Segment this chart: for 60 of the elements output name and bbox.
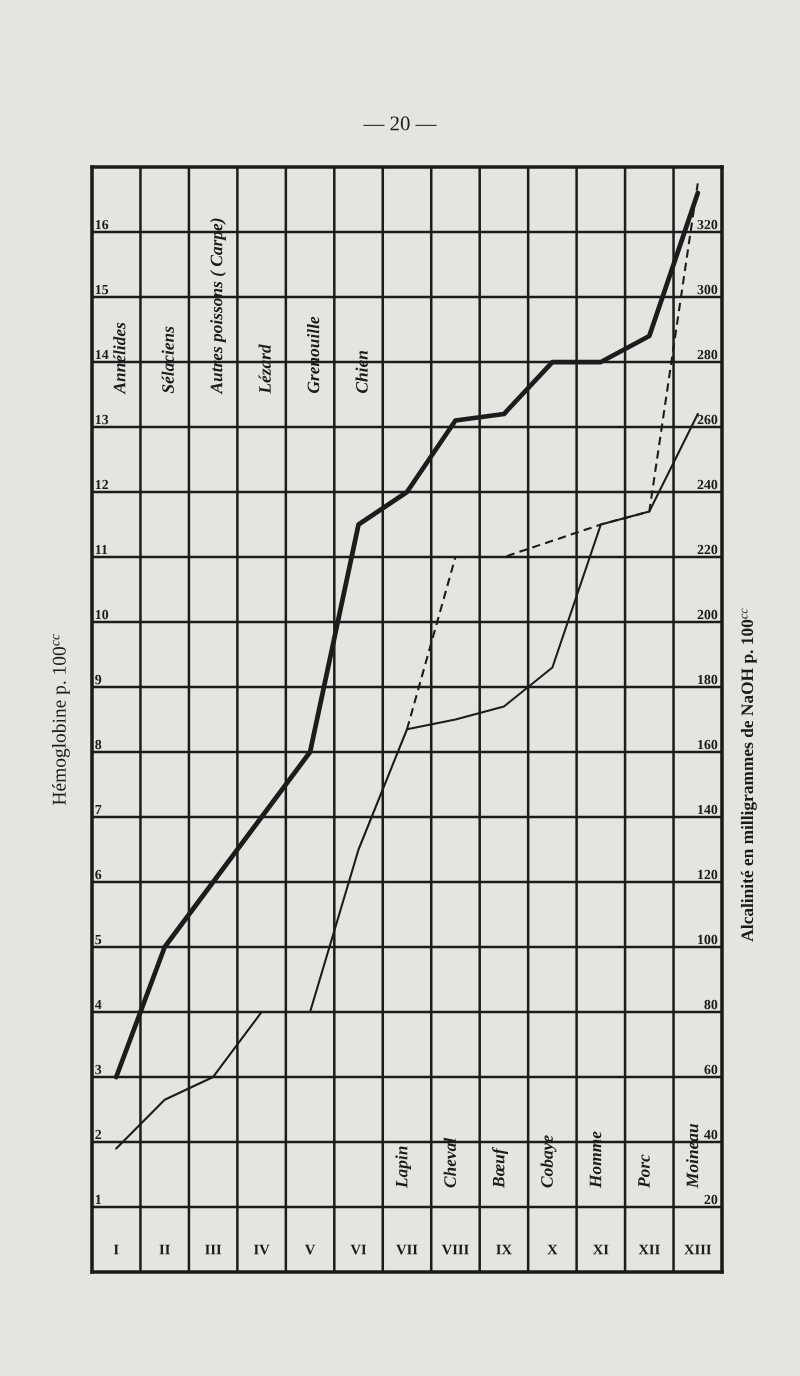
x-tick-label: IX [496,1244,512,1255]
y2-axis-title: Alcalinité en milligrammes de NaOH p. 100$^{cc}$ [740,608,757,942]
y-tick-label: 7 [95,804,102,815]
y-tick-label: 2 [95,1129,102,1140]
y-tick-label: 3 [95,1064,102,1075]
y-tick-label: 14 [95,349,109,360]
x-tick-label: XIII [684,1244,712,1255]
y2-tick-label: 100 [698,934,718,945]
annotation: Chien [355,350,368,393]
x-tick-label: VII [396,1244,418,1255]
y-tick-label: 15 [95,284,109,295]
x-tick-label: V [304,1244,316,1255]
y-tick-label: 16 [95,219,109,230]
y2-tick-label: 240 [697,479,718,490]
y2-tick-label: 80 [704,999,718,1010]
y-tick-label: 1 [95,1194,101,1205]
text: — 20 — [363,116,437,131]
y2-tick-label: 260 [697,414,718,425]
y-tick-label: 8 [95,739,102,750]
y2-tick-label: 200 [697,609,718,620]
annotation: Grenouille [307,316,320,393]
annotation: Bœuf [492,1147,509,1189]
annotation: Homme [589,1131,602,1189]
y-tick-label: 10 [95,609,109,620]
x-tick-label: I [113,1244,119,1255]
annotation: Cheval [443,1137,456,1188]
y2-tick-label: 320 [697,219,718,230]
annotation: Lapin [395,1146,411,1189]
y-tick-label: 11 [95,544,108,555]
y-tick-label: 9 [95,674,102,685]
y2-tick-label: 60 [704,1064,718,1075]
annotation: Moineau [686,1123,699,1189]
y2-tick-label: 120 [698,869,718,880]
y2-tick-label: 220 [697,544,718,555]
x-tick-label: IV [254,1244,270,1255]
y2-tick-label: 180 [698,674,718,685]
y-axis-title: Hémoglobine p. 100$^{cc}$ [52,634,70,805]
annotation: Sélaciens [161,326,174,394]
x-tick-label: VI [350,1244,367,1255]
annotation: Cobaye [540,1135,557,1188]
x-tick-label: III [205,1244,222,1255]
y-tick-label: 5 [95,934,102,945]
x-tick-label: VIII [441,1244,469,1255]
y-tick-label: 13 [95,414,109,425]
y-tick-label: 4 [94,999,102,1010]
y2-tick-label: 20 [704,1194,718,1205]
x-tick-label: XI [593,1244,609,1255]
y2-tick-label: 140 [698,804,718,815]
annotation: Porc [638,1154,650,1189]
annotation: Autres poissons ( Carpe) [210,218,226,395]
x-tick-label: II [159,1244,170,1255]
annotation: Annélides [113,322,126,395]
y2-tick-label: 160 [698,739,718,750]
x-tick-label: X [547,1244,558,1255]
y2-tick-label: 40 [704,1129,718,1140]
y2-tick-label: 300 [697,284,718,295]
y-tick-label: 12 [95,479,109,490]
x-tick-label: XII [638,1244,660,1255]
y-tick-label: 6 [95,869,102,880]
y2-tick-label: 280 [697,349,718,360]
